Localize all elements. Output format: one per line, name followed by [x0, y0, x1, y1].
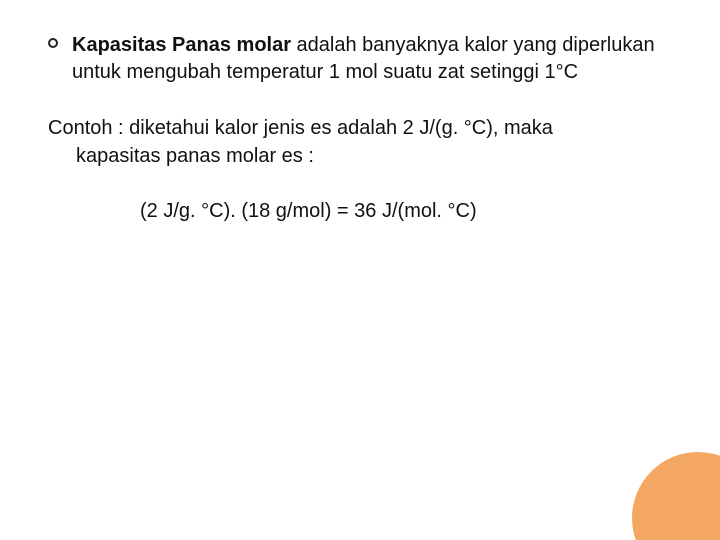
bullet-marker-icon	[48, 38, 58, 48]
example-line1: Contoh : diketahui kalor jenis es adalah…	[48, 117, 553, 139]
formula-text: (2 J/g. °C). (18 g/mol) = 36 J/(mol. °C)	[48, 200, 672, 223]
bullet-item: Kapasitas Panas molar adalah banyaknya k…	[48, 32, 672, 86]
example-paragraph: Contoh : diketahui kalor jenis es adalah…	[48, 114, 672, 170]
example-line2: kapasitas panas molar es :	[48, 142, 672, 170]
bullet-bold-lead: Kapasitas Panas molar	[72, 34, 291, 56]
bullet-text: Kapasitas Panas molar adalah banyaknya k…	[72, 32, 672, 86]
corner-circle-decor	[632, 452, 720, 540]
slide: Kapasitas Panas molar adalah banyaknya k…	[0, 0, 720, 540]
